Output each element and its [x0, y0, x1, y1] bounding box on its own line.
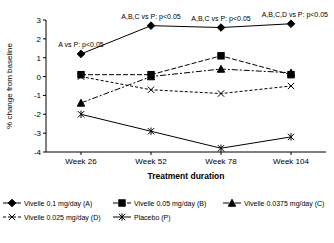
y-tick-label: -1 [34, 91, 42, 100]
y-tick [43, 20, 46, 21]
legend-item: Vivelle 0.0375 mg/day (C) [223, 199, 324, 207]
legend-item: Vivelle 0.05 mg/day (B) [113, 200, 206, 208]
y-tick-label: 1 [37, 54, 42, 63]
x-tick [221, 152, 222, 155]
legend-item: Vivelle 0.1 mg/day (A) [3, 199, 92, 207]
point [217, 65, 224, 72]
legend-label: Vivelle 0.0375 mg/day (C) [244, 200, 324, 208]
point [148, 128, 154, 135]
point [77, 99, 84, 106]
legend-marker [228, 199, 235, 206]
series-line [81, 69, 291, 103]
point [218, 53, 224, 59]
y-tick-label: -2 [34, 110, 42, 119]
annotation: A,B,C vs P: p<0.05 [121, 13, 180, 21]
y-tick-label: -4 [34, 148, 42, 157]
annotation: A vs P: p<0.05 [58, 41, 103, 49]
series-line [81, 24, 291, 54]
legend-marker [119, 200, 125, 206]
y-tick-label: 3 [37, 16, 42, 25]
y-tick [43, 152, 46, 153]
annotation: A,B,C,D vs P: p<0.05 [262, 11, 328, 19]
x-axis [46, 152, 326, 153]
point [147, 22, 155, 30]
point [287, 69, 294, 76]
point [218, 145, 224, 152]
y-tick-label: -3 [34, 129, 42, 138]
y-tick [43, 133, 46, 134]
y-tick [43, 57, 46, 58]
legend-label: Placebo (P) [134, 214, 171, 222]
x-axis-title: Treatment duration [148, 171, 225, 181]
y-axis [46, 20, 47, 152]
x-tick-label: Week 104 [273, 157, 309, 166]
legend-label: Vivelle 0.1 mg/day (A) [24, 200, 92, 208]
point [78, 111, 84, 118]
legend-label: Vivelle 0.025 mg/day (D) [24, 214, 101, 222]
chart: -4 -3 -2 -1 0 1 2 3 Week 26 Week 52 Week 78 Week 10… [0, 0, 334, 243]
plot-area [77, 20, 295, 152]
point [287, 20, 295, 28]
x-tick [151, 152, 152, 155]
point [147, 73, 154, 80]
legend-marker [119, 213, 125, 220]
x-tick-label: Week 78 [205, 157, 237, 166]
point [77, 50, 85, 58]
legend-marker [9, 214, 15, 220]
legend-label: Vivelle 0.05 mg/day (B) [134, 200, 206, 208]
point [148, 87, 154, 93]
x-tick-label: Week 52 [135, 157, 167, 166]
y-tick [43, 114, 46, 115]
series-line [81, 77, 291, 94]
point [78, 73, 84, 79]
x-tick-label: Week 26 [65, 157, 97, 166]
legend-item: Vivelle 0.025 mg/day (D) [3, 214, 101, 222]
annotation: A,B,C vs P: p<0.05 [191, 15, 250, 23]
y-tick [43, 76, 46, 77]
series-line [81, 114, 291, 148]
y-axis-title: % change from baseline [5, 43, 14, 129]
x-tick [81, 152, 82, 155]
y-tick [43, 95, 46, 96]
point [217, 24, 225, 32]
point [288, 83, 294, 89]
series-line [81, 56, 291, 75]
y-tick [43, 38, 46, 39]
x-tick [291, 152, 292, 155]
legend-item: Placebo (P) [113, 213, 171, 221]
y-tick-label: 2 [37, 35, 42, 44]
point [288, 133, 294, 140]
legend-marker [8, 199, 16, 207]
y-tick-label: 0 [37, 73, 42, 82]
point [218, 90, 224, 96]
